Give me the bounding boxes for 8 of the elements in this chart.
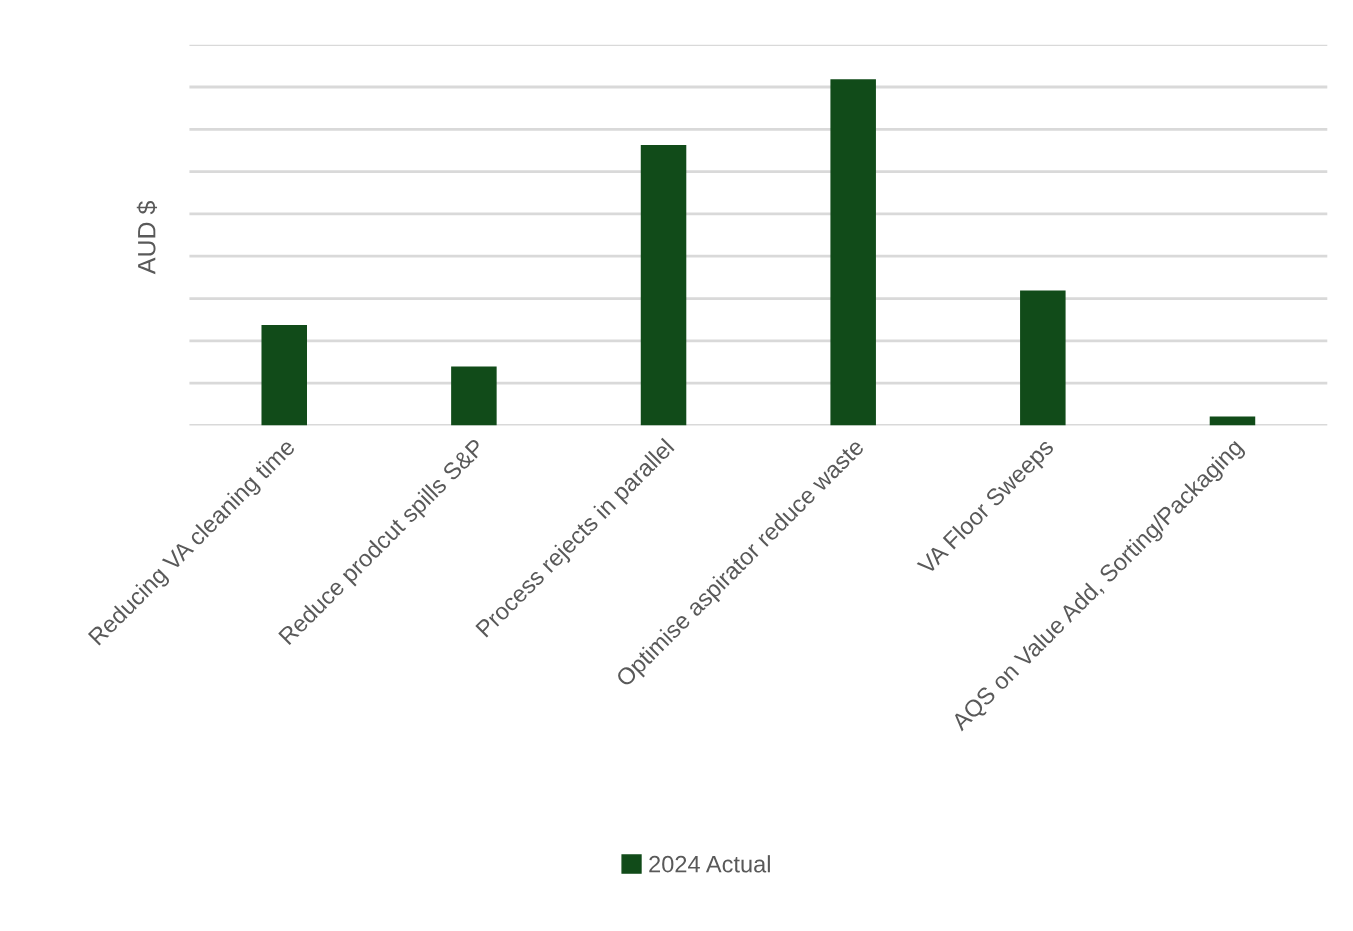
bar: [261, 325, 307, 426]
bar: [1020, 290, 1066, 426]
legend-label: 2024 Actual: [649, 855, 770, 873]
y-axis-title: AUD $: [136, 200, 158, 275]
bar: [830, 79, 876, 426]
bar: [1209, 416, 1256, 426]
bar: [451, 366, 497, 426]
bar: [640, 145, 687, 426]
